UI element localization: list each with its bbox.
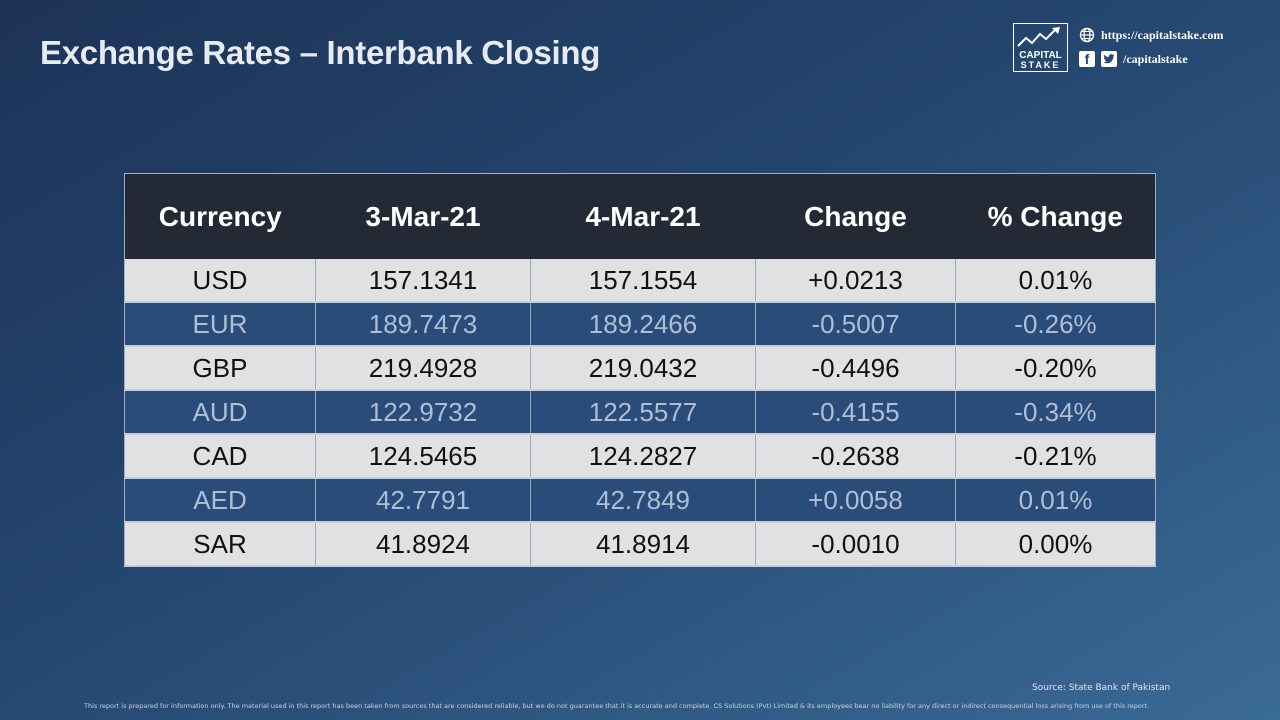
cell-pct: 0.01% (955, 478, 1156, 523)
twitter-icon[interactable] (1101, 51, 1117, 67)
cell-prev: 42.7791 (315, 478, 531, 523)
cell-change: -0.5007 (755, 302, 956, 347)
header-pct-change: % Change (955, 173, 1156, 259)
website-row: https://capitalstake.com (1079, 27, 1223, 43)
disclaimer-text: This report is prepared for information … (84, 702, 1150, 710)
cell-change: -0.4155 (755, 390, 956, 435)
table-row: EUR 189.7473 189.2466 -0.5007 -0.26% (124, 302, 1156, 347)
table-row: AUD 122.9732 122.5577 -0.4155 -0.34% (124, 390, 1156, 435)
table-row: SAR 41.8924 41.8914 -0.0010 0.00% (124, 522, 1156, 567)
cell-pct: 0.00% (955, 522, 1156, 567)
table-row: GBP 219.4928 219.0432 -0.4496 -0.20% (124, 346, 1156, 391)
cell-currency: GBP (124, 346, 316, 391)
cell-prev: 219.4928 (315, 346, 531, 391)
table-row: CAD 124.5465 124.2827 -0.2638 -0.21% (124, 434, 1156, 479)
website-link[interactable]: https://capitalstake.com (1101, 27, 1224, 42)
cell-change: +0.0058 (755, 478, 956, 523)
social-row: f /capitalstake (1079, 51, 1188, 67)
cell-prev: 157.1341 (315, 259, 531, 303)
cell-change: -0.2638 (755, 434, 956, 479)
cell-curr: 219.0432 (530, 346, 756, 391)
cell-curr: 157.1554 (530, 259, 756, 303)
cell-curr: 124.2827 (530, 434, 756, 479)
logo-text-stake: STAKE (1020, 60, 1061, 70)
capital-stake-logo: CAPITAL STAKE (1013, 23, 1068, 72)
cell-currency: AED (124, 478, 316, 523)
header-curr-date: 4-Mar-21 (530, 173, 756, 259)
cell-change: +0.0213 (755, 259, 956, 303)
cell-currency: EUR (124, 302, 316, 347)
header-prev-date: 3-Mar-21 (315, 173, 531, 259)
cell-change: -0.4496 (755, 346, 956, 391)
cell-pct: -0.34% (955, 390, 1156, 435)
header-change: Change (755, 173, 956, 259)
header-currency: Currency (124, 173, 316, 259)
cell-curr: 189.2466 (530, 302, 756, 347)
cell-currency: CAD (124, 434, 316, 479)
source-note: Source: State Bank of Pakistan (1032, 683, 1171, 693)
cell-pct: 0.01% (955, 259, 1156, 303)
cell-pct: -0.26% (955, 302, 1156, 347)
facebook-icon[interactable]: f (1079, 51, 1095, 67)
cell-curr: 41.8914 (530, 522, 756, 567)
table-header-row: Currency 3-Mar-21 4-Mar-21 Change % Chan… (124, 173, 1156, 259)
cell-curr: 42.7849 (530, 478, 756, 523)
social-handle[interactable]: /capitalstake (1123, 51, 1188, 66)
cell-prev: 122.9732 (315, 390, 531, 435)
cell-pct: -0.20% (955, 346, 1156, 391)
cell-pct: -0.21% (955, 434, 1156, 479)
globe-icon (1079, 27, 1095, 43)
cell-prev: 124.5465 (315, 434, 531, 479)
table-row: AED 42.7791 42.7849 +0.0058 0.01% (124, 478, 1156, 523)
table-row: USD 157.1341 157.1554 +0.0213 0.01% (124, 259, 1156, 303)
logo-text-capital: CAPITAL (1019, 50, 1062, 61)
cell-prev: 41.8924 (315, 522, 531, 567)
exchange-rates-table: Currency 3-Mar-21 4-Mar-21 Change % Chan… (124, 173, 1156, 567)
cell-change: -0.0010 (755, 522, 956, 567)
cell-currency: AUD (124, 390, 316, 435)
cell-currency: USD (124, 259, 316, 303)
slide-title: Exchange Rates – Interbank Closing (40, 34, 601, 71)
cell-prev: 189.7473 (315, 302, 531, 347)
cell-curr: 122.5577 (530, 390, 756, 435)
chart-arrow-icon (1017, 27, 1060, 47)
cell-currency: SAR (124, 522, 316, 567)
